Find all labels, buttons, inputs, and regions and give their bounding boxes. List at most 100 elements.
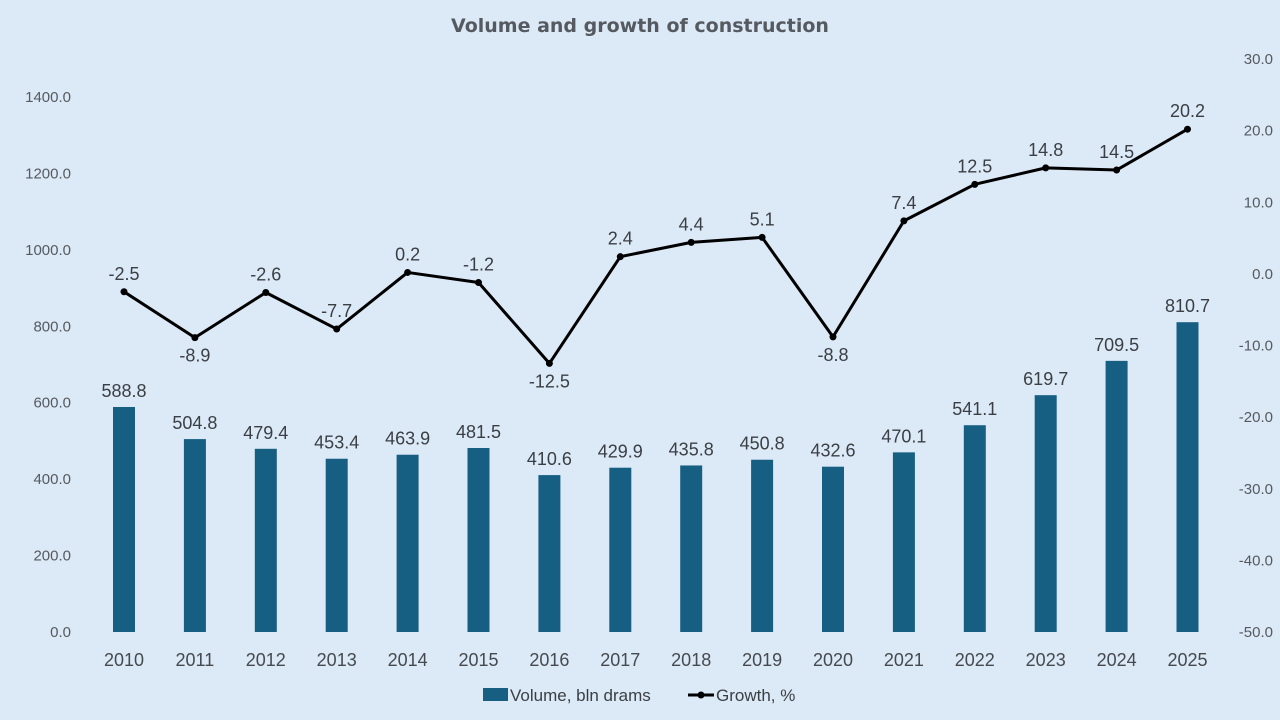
left-axis-tick: 1000.0 [25, 242, 71, 259]
x-axis-tick: 2023 [1026, 650, 1066, 670]
volume-data-label: 504.8 [172, 413, 217, 433]
left-axis-tick: 800.0 [33, 318, 71, 335]
growth-line-path [123, 127, 1189, 365]
growth-labels: -2.5 -8.9 -2.6 -7.7 0.2 -1.2 -12.5 2.4 4.4 5.1 -8.… [108, 101, 1205, 391]
growth-data-label: -12.5 [529, 371, 570, 391]
volume-bar [680, 465, 703, 632]
left-axis-tick: 200.0 [33, 548, 71, 565]
x-axis-tick: 2016 [529, 650, 569, 670]
growth-data-label: 2.4 [608, 229, 633, 249]
right-axis-tick: -40.0 [1239, 552, 1273, 569]
x-axis-tick: 2012 [246, 650, 286, 670]
growth-point [120, 288, 128, 296]
volume-bar [1105, 360, 1128, 632]
growth-point [616, 253, 624, 261]
x-axis-tick: 2019 [742, 650, 782, 670]
right-axis-tick: -30.0 [1239, 481, 1273, 498]
x-axis-tick: 2013 [317, 650, 357, 670]
right-axis-tick: 30.0 [1244, 51, 1273, 68]
volume-data-label: 709.5 [1094, 335, 1139, 355]
volume-data-label: 479.4 [243, 423, 288, 443]
growth-point [333, 325, 341, 333]
growth-point [404, 268, 412, 276]
volume-bar [609, 467, 632, 632]
growth-point [900, 217, 908, 225]
x-axis-tick: 2022 [955, 650, 995, 670]
growth-point [758, 233, 766, 241]
volume-labels: 588.8 504.8 479.4 453.4 463.9 481.5 410.6 429.9… [101, 296, 1210, 469]
volume-data-label: 481.5 [456, 422, 501, 442]
growth-data-label: 12.5 [957, 156, 992, 176]
volume-bar [113, 406, 135, 632]
volume-data-label: 432.6 [810, 441, 855, 461]
left-axis-tick: 1400.0 [25, 89, 71, 106]
x-axis-tick: 2018 [671, 650, 711, 670]
right-axis-tick: -20.0 [1239, 409, 1273, 426]
right-axis-tick: 0.0 [1252, 266, 1273, 283]
x-axis-tick: 2025 [1167, 650, 1207, 670]
growth-point [829, 333, 837, 341]
volume-bar [325, 458, 348, 632]
growth-data-label: 14.8 [1028, 140, 1063, 160]
legend: Volume, bln drams Growth, % [483, 686, 795, 705]
growth-point [1184, 125, 1191, 133]
volume-bar [822, 466, 844, 632]
growth-point [1113, 166, 1121, 174]
growth-data-label: -8.8 [817, 345, 848, 365]
volume-bars [113, 322, 1199, 632]
volume-bar [183, 439, 206, 632]
x-axis-tick: 2011 [176, 650, 215, 670]
volume-data-label: 588.8 [101, 381, 146, 401]
legend-item-volume: Volume, bln drams [483, 686, 651, 705]
growth-line [120, 125, 1191, 367]
right-axis-tick: -10.0 [1239, 338, 1273, 355]
volume-bar [254, 448, 277, 632]
left-axis-tick: 1200.0 [25, 165, 71, 182]
volume-bar [1176, 322, 1199, 632]
legend-item-growth: Growth, % [688, 686, 795, 705]
volume-data-label: 410.6 [527, 449, 572, 469]
volume-bar [751, 459, 774, 632]
growth-data-label: 14.5 [1099, 142, 1134, 162]
legend-marker-growth [697, 691, 705, 699]
x-axis-tick: 2021 [884, 650, 924, 670]
legend-swatch-volume [483, 688, 508, 701]
volume-bar [467, 447, 490, 632]
growth-point [971, 180, 979, 188]
x-axis-tick: 2015 [458, 650, 498, 670]
left-axis-tick: 0.0 [50, 624, 71, 641]
growth-point [545, 359, 553, 367]
left-axis: 0.0 200.0 400.0 600.0 800.0 1000.0 1200.0 1400.… [25, 89, 71, 641]
volume-data-label: 619.7 [1023, 369, 1068, 389]
growth-point [262, 288, 270, 296]
x-axis-tick: 2024 [1097, 650, 1137, 670]
growth-data-label: -2.6 [250, 264, 281, 284]
growth-point [475, 278, 482, 286]
growth-data-label: -2.5 [108, 264, 139, 284]
volume-data-label: 435.8 [669, 439, 714, 459]
right-axis-tick: -50.0 [1239, 624, 1273, 641]
x-axis-tick: 2020 [813, 650, 853, 670]
growth-data-label: 5.1 [750, 209, 775, 229]
x-axis: 2010 2011 2012 2013 2014 2015 2016 2017 2018 2019… [104, 650, 1208, 670]
growth-point [1042, 164, 1050, 172]
growth-data-label: 20.2 [1170, 101, 1205, 121]
volume-bar [396, 454, 419, 632]
growth-data-label: -1.2 [463, 254, 494, 274]
volume-data-label: 541.1 [952, 399, 997, 419]
right-axis-tick: 10.0 [1244, 194, 1273, 211]
x-axis-tick: 2010 [104, 650, 144, 670]
right-axis-tick: 20.0 [1244, 123, 1273, 140]
growth-data-label: 0.2 [395, 244, 420, 264]
legend-label-growth: Growth, % [716, 686, 795, 705]
volume-bar [892, 452, 915, 632]
volume-bar [538, 475, 561, 632]
x-axis-tick: 2014 [388, 650, 428, 670]
right-axis: -50.0 -40.0 -30.0 -20.0 -10.0 0.0 10.0 20.0 30.0 [1239, 51, 1273, 641]
volume-data-label: 470.1 [881, 426, 926, 446]
chart-title: Volume and growth of construction [451, 15, 829, 37]
left-axis-tick: 600.0 [33, 395, 71, 412]
volume-data-label: 453.4 [314, 433, 359, 453]
volume-data-label: 463.9 [385, 429, 430, 449]
